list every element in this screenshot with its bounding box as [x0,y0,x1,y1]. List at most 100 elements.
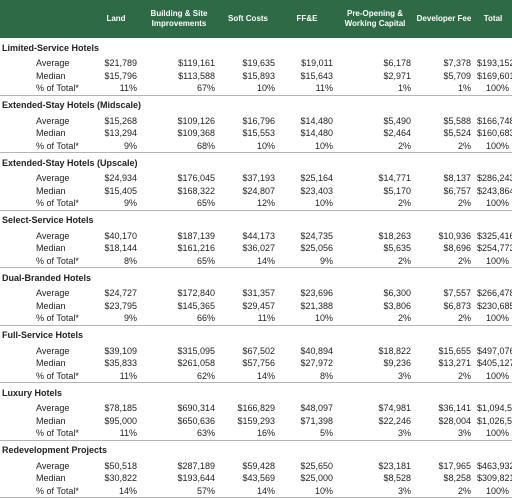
cell: 2% [336,254,414,268]
row-label: % of Total* [0,427,92,441]
cell: $48,097 [300,403,333,414]
cell: $109,126 [177,115,215,126]
cell: 9% [92,312,140,326]
cell: $78,185 [104,403,137,414]
data-row: Median $30,822 $193,644 $43,569 $25,000 $8,52… [0,472,512,485]
cell: 14% [218,484,278,498]
cell: 1% [336,82,414,96]
row-label: % of Total* [0,312,92,326]
cell: $57,756 [242,358,275,369]
cell: 10% [278,197,336,211]
cell: $315,095 [177,345,215,356]
cell: $309,821 [477,473,512,484]
cell: 11% [92,82,140,96]
section-title-row: Full-Service Hotels [0,325,512,345]
cell: $7,557 [443,288,471,299]
cell: $6,178 [383,58,411,69]
cell: $19,635 [242,58,275,69]
cell: $5,588 [443,115,471,126]
cell: $3,806 [383,300,411,311]
cell: $230,685 [477,300,512,311]
cell: $13,294 [104,128,137,139]
cell: $8,528 [383,473,411,484]
cell: 5% [278,427,336,441]
cell: 2% [414,254,474,268]
row-label: Median [36,70,66,81]
cell: $15,268 [104,115,137,126]
data-row: Average $15,268 $109,126 $16,796 $14,480 $5,4… [0,115,512,128]
cell: $39,109 [104,345,137,356]
cell: $15,893 [242,70,275,81]
cell: $25,000 [300,473,333,484]
row-label: Average [36,173,70,184]
cell: 11% [218,312,278,326]
cell: $30,822 [104,473,137,484]
cell: $6,873 [443,300,471,311]
row-label: Average [36,460,70,471]
cell: $14,771 [378,173,411,184]
cell: 100% [474,312,512,326]
cell: $35,833 [104,358,137,369]
cell: $18,822 [378,345,411,356]
cell: $14,480 [300,128,333,139]
cell: $71,398 [300,415,333,426]
cell: $36,027 [242,243,275,254]
cell: $15,655 [438,345,471,356]
row-label: Median [36,473,66,484]
data-row: Median $35,833 $261,058 $57,756 $27,972 $9,23… [0,357,512,370]
data-row: Median $15,405 $168,322 $24,807 $23,403 $5,17… [0,185,512,198]
column-header: FF&E [278,0,336,38]
cell: $25,164 [300,173,333,184]
cell: 67% [140,82,218,96]
cell: 14% [218,369,278,383]
cell: 66% [140,312,218,326]
cell: 2% [336,312,414,326]
cell: $74,981 [378,403,411,414]
cell: $6,300 [383,288,411,299]
data-row: % of Total* 11% 62% 14% 8% 3% 2% 100% [0,369,512,383]
row-label: Average [36,345,70,356]
section-title: Extended-Stay Hotels (Upscale) [2,157,138,168]
cell: $113,588 [178,70,215,81]
column-header: Total [474,0,512,38]
cell: 65% [140,254,218,268]
cell: $10,936 [438,230,471,241]
cell: $254,773 [477,243,512,254]
data-row: % of Total* 11% 67% 10% 11% 1% 1% 100% [0,82,512,96]
section-title-row: Dual-Branded Hotels [0,268,512,288]
cell: 14% [92,484,140,498]
cell: 62% [140,369,218,383]
cell: $31,357 [242,288,275,299]
cell: 10% [278,484,336,498]
row-label: Median [36,243,66,254]
cell: $15,643 [300,70,333,81]
cell: 14% [218,254,278,268]
cell: $8,137 [443,173,471,184]
header-row: Land Building & Site Improvements Soft Cos… [0,0,512,38]
cell: $40,170 [104,230,137,241]
cell: 12% [218,197,278,211]
cell: $193,644 [177,473,215,484]
cell: $168,322 [177,185,215,196]
cell: $15,796 [104,70,137,81]
row-label: % of Total* [0,369,92,383]
cell: $15,405 [104,185,137,196]
cell: $24,727 [104,288,137,299]
column-header: Building & Site Improvements [140,0,218,38]
cell: $193,152 [477,58,512,69]
cell: $43,569 [242,473,275,484]
section-title: Redevelopment Projects [2,445,108,455]
cell: $13,271 [438,358,471,369]
section-title: Full-Service Hotels [2,330,84,340]
cell: 100% [474,139,512,153]
cell: $27,972 [300,358,333,369]
cell: $40,894 [300,345,333,356]
cell: $23,403 [300,185,333,196]
cell: $8,258 [443,473,471,484]
section-title-row: Luxury Hotels [0,383,512,403]
cell: $169,601 [477,70,512,81]
cell: $23,181 [378,460,411,471]
cell: $650,636 [177,415,215,426]
